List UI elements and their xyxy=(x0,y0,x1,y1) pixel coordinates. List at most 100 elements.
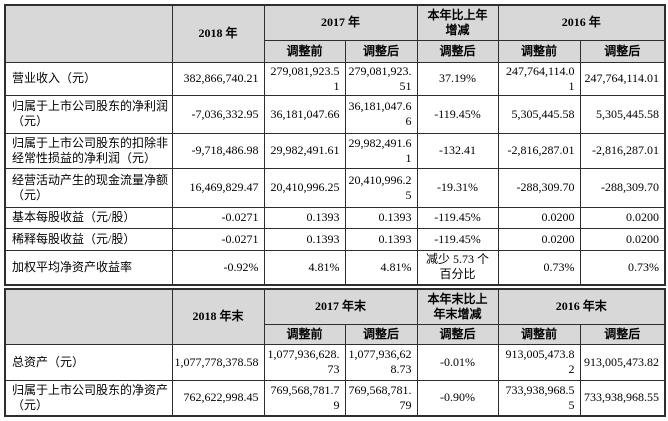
cell-2016-before: 5,305,445.58 xyxy=(497,94,581,134)
cell-2016-after: 0.0200 xyxy=(579,227,666,251)
cell-change: -0.01% xyxy=(416,343,499,381)
cell-2018: 382,866,740.21 xyxy=(171,61,265,96)
row-label: 归属于上市公司股东的扣除非经常性损益的净利润（元） xyxy=(4,132,173,169)
col-header-change-label: 本年比上年增减 xyxy=(427,7,488,37)
cell-2017-after: 0.1393 xyxy=(344,227,418,251)
cell-2017-after: 29,982,491.61 xyxy=(344,132,418,169)
table-row: 总资产（元） 1,077,778,378.58 1,077,936,628.73… xyxy=(4,343,666,381)
cell-2017-before: 0.1393 xyxy=(263,227,346,251)
subheader-2017-before: 调整前 xyxy=(263,323,346,345)
cell-change: 减少 5.73 个百分比 xyxy=(416,249,499,286)
cell-change: -0.90% xyxy=(416,379,499,417)
row-label: 归属于上市公司股东的净利润（元） xyxy=(4,94,173,134)
row-label: 营业收入（元） xyxy=(4,61,173,96)
table-row: 营业收入（元） 382,866,740.21 279,081,923.51 27… xyxy=(4,61,666,96)
table-row: 归属于上市公司股东的净利润（元） -7,036,332.95 36,181,04… xyxy=(4,94,666,134)
subheader-2016-after: 调整后 xyxy=(579,39,666,63)
cell-2018: -0.92% xyxy=(171,249,265,286)
cell-2016-before: -2,816,287.01 xyxy=(497,132,581,169)
cell-2016-after: 0.0200 xyxy=(579,206,666,229)
col-header-change-end: 本年末比上年末增减 xyxy=(416,288,499,325)
cell-2016-after: 0.73% xyxy=(579,249,666,286)
cell-change: -132.41 xyxy=(416,132,499,169)
subheader-2016-after: 调整后 xyxy=(579,323,666,345)
cell-2016-after: 247,764,114.01 xyxy=(579,61,666,96)
cell-change: -119.45% xyxy=(416,94,499,134)
cell-2017-before: 769,568,781.79 xyxy=(263,379,346,417)
cell-2017-before: 36,181,047.66 xyxy=(263,94,346,134)
col-header-change: 本年比上年增减 xyxy=(416,4,499,41)
cell-2017-after: 4.81% xyxy=(344,249,418,286)
cell-2018: -0.0271 xyxy=(171,206,265,229)
subheader-2016-before: 调整前 xyxy=(497,39,581,63)
row-label: 归属于上市公司股东的净资产（元） xyxy=(4,379,173,417)
cell-2017-after: 36,181,047.66 xyxy=(344,94,418,134)
col-header-change-end-label: 本年末比上年末增减 xyxy=(427,291,488,321)
cell-2016-after: 913,005,473.82 xyxy=(579,343,666,381)
financial-summary: 2018 年 2017 年 本年比上年增减 2016 年 调整前 调整后 调整后… xyxy=(4,4,667,417)
cell-2016-before: 913,005,473.82 xyxy=(497,343,581,381)
col-header-2018: 2018 年 xyxy=(171,4,265,63)
header-row-adjust: 调整前 调整后 调整后 调整前 调整后 xyxy=(5,39,666,63)
table-row: 基本每股收益（元/股） -0.0271 0.1393 0.1393 -119.4… xyxy=(4,206,666,229)
year-end-figures-table: 2018 年末 2017 年末 本年末比上年末增减 2016 年末 调整前 调整… xyxy=(4,288,667,417)
cell-2018: -7,036,332.95 xyxy=(171,94,265,134)
cell-2017-after: 20,410,996.25 xyxy=(344,167,418,208)
cell-change: -19.31% xyxy=(416,167,499,208)
subheader-2017-before: 调整前 xyxy=(263,39,346,63)
col-header-2018-end: 2018 年末 xyxy=(171,288,265,345)
subheader-2017-after: 调整后 xyxy=(344,323,418,345)
table-row: 加权平均净资产收益率 -0.92% 4.81% 4.81% 减少 5.73 个百… xyxy=(4,249,666,286)
cell-2017-after: 1,077,936,628.73 xyxy=(344,343,418,381)
cell-2018: 16,469,829.47 xyxy=(171,167,265,208)
cell-2016-before: 247,764,114.01 xyxy=(497,61,581,96)
annual-figures-table: 2018 年 2017 年 本年比上年增减 2016 年 调整前 调整后 调整后… xyxy=(4,4,667,286)
row-label: 总资产（元） xyxy=(4,343,173,381)
col-header-2016: 2016 年 xyxy=(497,4,666,41)
subheader-2017-after: 调整后 xyxy=(344,39,418,63)
table-row: 归属于上市公司股东的扣除非经常性损益的净利润（元） -9,718,486.98 … xyxy=(4,132,666,169)
cell-2017-after: 769,568,781.79 xyxy=(344,379,418,417)
cell-2017-before: 4.81% xyxy=(263,249,346,286)
cell-2018: 1,077,778,378.58 xyxy=(171,343,265,381)
cell-2018: -9,718,486.98 xyxy=(171,132,265,169)
cell-change: 37.19% xyxy=(416,61,499,96)
cell-2017-before: 1,077,936,628.73 xyxy=(263,343,346,381)
row-label: 加权平均净资产收益率 xyxy=(4,249,173,286)
subheader-2016-before: 调整前 xyxy=(497,323,581,345)
cell-2016-after: 5,305,445.58 xyxy=(579,94,666,134)
cell-2017-after: 279,081,923.51 xyxy=(344,61,418,96)
col-header-2017: 2017 年 xyxy=(263,4,418,41)
col-header-2016-end: 2016 年末 xyxy=(497,288,666,325)
col-header-2017-end: 2017 年末 xyxy=(263,288,418,325)
cell-2018: -0.0271 xyxy=(171,227,265,251)
cell-2017-before: 0.1393 xyxy=(263,206,346,229)
subheader-change-after: 调整后 xyxy=(416,323,499,345)
table-row: 经营活动产生的现金流量净额（元） 16,469,829.47 20,410,99… xyxy=(4,167,666,208)
cell-2016-after: -288,309.70 xyxy=(579,167,666,208)
subheader-change-after: 调整后 xyxy=(416,39,499,63)
cell-2017-before: 29,982,491.61 xyxy=(263,132,346,169)
cell-2017-after: 0.1393 xyxy=(344,206,418,229)
cell-2017-before: 279,081,923.51 xyxy=(263,61,346,96)
cell-2017-before: 20,410,996.25 xyxy=(263,167,346,208)
cell-2016-before: -288,309.70 xyxy=(497,167,581,208)
corner-cell xyxy=(4,4,173,63)
cell-2016-before: 0.73% xyxy=(497,249,581,286)
cell-2016-before: 733,938,968.55 xyxy=(497,379,581,417)
cell-change: -119.45% xyxy=(416,206,499,229)
row-label: 稀释每股收益（元/股） xyxy=(4,227,173,251)
cell-2016-before: 0.0200 xyxy=(497,227,581,251)
header-row-years: 2018 年 2017 年 本年比上年增减 2016 年 xyxy=(4,4,666,63)
row-label: 基本每股收益（元/股） xyxy=(4,206,173,229)
corner-cell xyxy=(4,288,173,345)
cell-2016-after: 733,938,968.55 xyxy=(579,379,666,417)
header-row-years: 2018 年末 2017 年末 本年末比上年末增减 2016 年末 xyxy=(4,288,666,345)
cell-2018: 762,622,998.45 xyxy=(171,379,265,417)
row-label: 经营活动产生的现金流量净额（元） xyxy=(4,167,173,208)
cell-change: -119.45% xyxy=(416,227,499,251)
cell-2016-before: 0.0200 xyxy=(497,206,581,229)
table-row: 归属于上市公司股东的净资产（元） 762,622,998.45 769,568,… xyxy=(4,379,666,417)
table-row: 稀释每股收益（元/股） -0.0271 0.1393 0.1393 -119.4… xyxy=(4,227,666,251)
cell-2016-after: -2,816,287.01 xyxy=(579,132,666,169)
